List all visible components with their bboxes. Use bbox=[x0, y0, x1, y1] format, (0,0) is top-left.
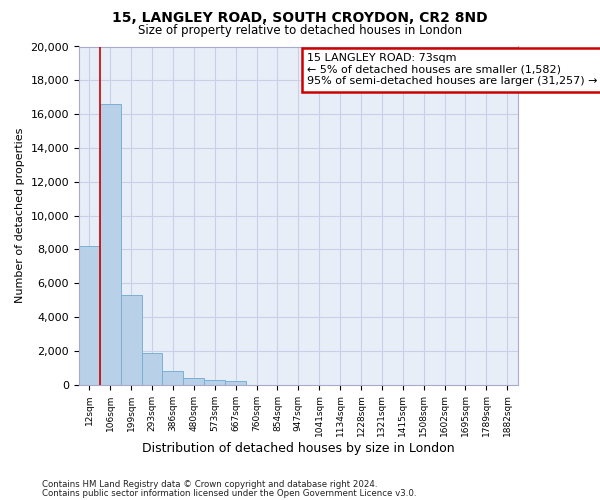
Bar bbox=[184, 378, 204, 384]
Text: Contains HM Land Registry data © Crown copyright and database right 2024.: Contains HM Land Registry data © Crown c… bbox=[42, 480, 377, 489]
Text: Contains public sector information licensed under the Open Government Licence v3: Contains public sector information licen… bbox=[42, 488, 416, 498]
Bar bbox=[142, 354, 163, 384]
Bar bbox=[100, 104, 121, 384]
Bar bbox=[121, 295, 142, 384]
Bar bbox=[204, 380, 225, 384]
Bar bbox=[163, 371, 184, 384]
Text: 15, LANGLEY ROAD, SOUTH CROYDON, CR2 8ND: 15, LANGLEY ROAD, SOUTH CROYDON, CR2 8ND bbox=[112, 11, 488, 25]
Text: Size of property relative to detached houses in London: Size of property relative to detached ho… bbox=[138, 24, 462, 37]
Bar bbox=[79, 246, 100, 384]
Bar bbox=[225, 380, 246, 384]
Y-axis label: Number of detached properties: Number of detached properties bbox=[15, 128, 25, 303]
X-axis label: Distribution of detached houses by size in London: Distribution of detached houses by size … bbox=[142, 442, 455, 455]
Text: 15 LANGLEY ROAD: 73sqm
← 5% of detached houses are smaller (1,582)
95% of semi-d: 15 LANGLEY ROAD: 73sqm ← 5% of detached … bbox=[307, 54, 598, 86]
